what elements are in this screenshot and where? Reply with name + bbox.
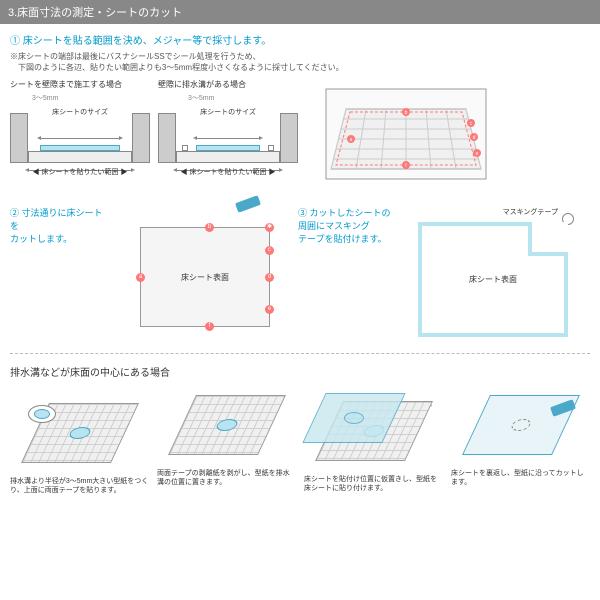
cut-diagram: 床シート表面 b ✱ c d e a f [120, 207, 290, 347]
cs1-label: シートを壁際まで施工する場合 [10, 79, 150, 90]
cut-sheet: 床シート表面 b ✱ c d e a f [140, 227, 270, 327]
bottom-title: 排水溝などが床面の中心にある場合 [10, 364, 590, 379]
surface-label-2: 床シート表面 [469, 274, 517, 285]
step1-note: ※床シートの端部は最後にバスナシールSSでシール処理を行うため、 下図のように各… [10, 51, 590, 73]
svg-text:d: d [473, 135, 476, 141]
note-line-1: ※床シートの端部は最後にバスナシールSSでシール処理を行うため、 [10, 52, 261, 61]
sheet-size-2: 床シートのサイズ [158, 107, 298, 117]
step2: ② 寸法通りに床シートをカットします。 床シート表面 b ✱ c d e a f [10, 207, 290, 347]
step2-3-row: ② 寸法通りに床シートをカットします。 床シート表面 b ✱ c d e a f [10, 207, 590, 347]
perspective-diagram: a b c d e f [306, 79, 506, 199]
bottom-text-4: 床シートを裏返し、型紙に沿ってカットします。 [451, 469, 590, 487]
bottom-panel-3: 床シート 床シートを貼付け位置に仮置きし、型紙を床シートに貼り付けます。 [304, 385, 443, 495]
arrow-icon: ▶ [120, 169, 127, 176]
step1-title: ① 床シートを貼る範囲を決め、メジャー等で採寸します。 [10, 32, 590, 47]
bottom-panel-4: 床シートを裏返し、型紙に沿ってカットします。 [451, 385, 590, 495]
svg-text:a: a [350, 137, 353, 143]
arrow-icon: ◀ [33, 169, 40, 176]
bottom-text-3: 床シートを貼付け位置に仮置きし、型紙を床シートに貼り付けます。 [304, 475, 443, 493]
tape-diagram: マスキングテープ 床シート表面 [408, 207, 578, 347]
cross-section-1: シートを壁際まで施工する場合 3〜5mm 床シートのサイズ ◀ 床シートを貼りた… [10, 79, 150, 199]
svg-text:b: b [405, 110, 408, 116]
tape-sheet: 床シート表面 [418, 222, 568, 337]
step3: ③ カットしたシートの周囲にマスキングテープを貼付けます。 マスキングテープ 床… [298, 207, 578, 347]
step1-diagrams: シートを壁際まで施工する場合 3〜5mm 床シートのサイズ ◀ 床シートを貼りた… [10, 79, 590, 199]
bottom-section: 排水溝などが床面の中心にある場合 両面テープ 型紙 排水溝より半径が3〜5mm大… [10, 353, 590, 495]
bottom-text-2: 両面テープの剥離紙を剥がし、型紙を排水溝の位置に置きます。 [157, 469, 296, 487]
bottom-row: 両面テープ 型紙 排水溝より半径が3〜5mm大きい型紙をつくり、上面に両面テープ… [10, 385, 590, 495]
cross-section-2: 壁際に排水溝がある場合 3〜5mm 床シートのサイズ ◀ 床シートを貼りたい範囲… [158, 79, 298, 199]
gap-label-2: 3〜5mm [188, 93, 214, 103]
arrow-icon: ◀ [181, 169, 188, 176]
range-2: 床シートを貼りたい範囲 [190, 169, 267, 176]
surface-label: 床シート表面 [181, 272, 229, 283]
section-header: 3.床面寸法の測定・シートのカット [0, 0, 600, 24]
arrow-icon: ▶ [268, 169, 275, 176]
bottom-panel-2: 両面テープの剥離紙を剥がし、型紙を排水溝の位置に置きます。 [157, 385, 296, 495]
sheet-size-1: 床シートのサイズ [10, 107, 150, 117]
bottom-panel-1: 両面テープ 型紙 排水溝より半径が3〜5mm大きい型紙をつくり、上面に両面テープ… [10, 385, 149, 495]
content: ① 床シートを貼る範囲を決め、メジャー等で採寸します。 ※床シートの端部は最後に… [0, 24, 600, 504]
bottom-text-1: 排水溝より半径が3〜5mm大きい型紙をつくり、上面に両面テープを貼ります。 [10, 477, 149, 495]
range-1: 床シートを貼りたい範囲 [42, 169, 119, 176]
step3-title: ③ カットしたシートの周囲にマスキングテープを貼付けます。 [298, 207, 398, 245]
note-line-2: 下図のように各辺、貼りたい範囲よりも3〜5mm程度小さくなるように採寸してくださ… [10, 63, 344, 72]
tape-label: マスキングテープ [503, 207, 558, 217]
svg-text:e: e [476, 151, 479, 157]
step2-title: ② 寸法通りに床シートをカットします。 [10, 207, 110, 245]
gap-label-l: 3〜5mm [32, 93, 58, 103]
cs2-label: 壁際に排水溝がある場合 [158, 79, 298, 90]
